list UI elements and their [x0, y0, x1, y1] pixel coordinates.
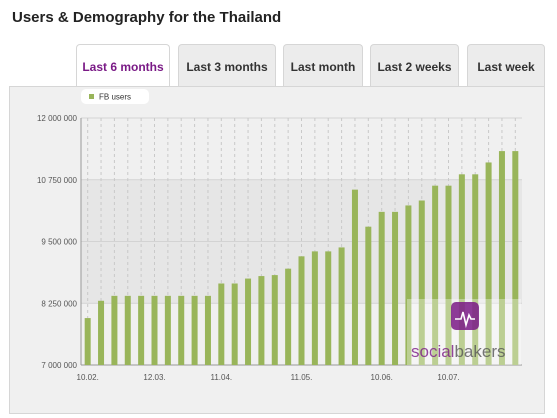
chart-panel: 7 000 000 8 250 000 9 500 000 10 750 000 12 … — [9, 86, 545, 414]
bar-14 — [271, 275, 278, 365]
socialbakers-logo-icon — [451, 302, 479, 330]
bar-10 — [218, 283, 225, 365]
y-tick-label-0: 7 000 000 — [41, 361, 77, 370]
bar-11 — [231, 283, 238, 365]
users-bar-chart: 7 000 000 8 250 000 9 500 000 10 750 000 12 … — [37, 89, 522, 382]
bar-29 — [472, 174, 479, 365]
y-tick-label-1: 8 250 000 — [41, 299, 77, 308]
bar-18 — [325, 251, 332, 365]
x-tick-label-5: 10.07. — [437, 373, 459, 382]
bar-32 — [512, 151, 519, 365]
bar-26 — [432, 185, 439, 365]
legend: FB users — [81, 89, 149, 104]
bar-3 — [124, 295, 131, 365]
bar-5 — [151, 295, 158, 365]
y-tick-label-3: 10 750 000 — [37, 176, 78, 185]
watermark-text-social: social — [411, 342, 454, 361]
bar-15 — [285, 268, 292, 365]
watermark: socialbakers — [407, 299, 521, 365]
bar-4 — [138, 295, 145, 365]
bar-27 — [445, 185, 452, 365]
bar-21 — [365, 226, 372, 365]
bar-12 — [245, 278, 252, 365]
y-tick-label-2: 9 500 000 — [41, 238, 77, 247]
y-tick-label-4: 12 000 000 — [37, 114, 78, 123]
svg-text:socialbakers: socialbakers — [411, 342, 506, 361]
bar-9 — [204, 295, 211, 365]
bar-7 — [178, 295, 185, 365]
bar-23 — [392, 211, 399, 365]
period-tabs: Last 6 months Last 3 months Last month L… — [0, 44, 557, 88]
bar-25 — [418, 200, 425, 365]
tab-last-6-months[interactable]: Last 6 months — [76, 44, 170, 88]
tab-last-month[interactable]: Last month — [283, 44, 363, 86]
tab-last-3-months[interactable]: Last 3 months — [178, 44, 276, 86]
tab-last-2-weeks[interactable]: Last 2 weeks — [370, 44, 459, 86]
bar-30 — [485, 162, 492, 365]
tab-last-week[interactable]: Last week — [467, 44, 545, 86]
bar-2 — [111, 295, 118, 365]
bar-28 — [458, 174, 465, 365]
x-tick-label-0: 10.02. — [77, 373, 99, 382]
bar-0 — [84, 318, 91, 365]
bar-31 — [498, 151, 505, 365]
x-tick-label-4: 10.06. — [371, 373, 393, 382]
x-tick-label-1: 12.03. — [143, 373, 165, 382]
bar-16 — [298, 256, 305, 365]
bar-19 — [338, 247, 345, 365]
x-tick-label-2: 11.04. — [210, 373, 232, 382]
bar-17 — [311, 251, 318, 365]
bar-1 — [98, 300, 105, 365]
watermark-text-bakers: bakers — [454, 342, 505, 361]
legend-swatch-fb-users — [89, 94, 94, 99]
bar-20 — [351, 189, 358, 365]
bar-22 — [378, 211, 385, 365]
bar-8 — [191, 295, 198, 365]
bar-13 — [258, 276, 265, 365]
page-title: Users & Demography for the Thailand — [12, 9, 282, 26]
legend-label-fb-users: FB users — [99, 93, 131, 102]
x-tick-label-3: 11.05. — [291, 373, 313, 382]
bar-24 — [405, 205, 412, 365]
bar-6 — [164, 295, 171, 365]
